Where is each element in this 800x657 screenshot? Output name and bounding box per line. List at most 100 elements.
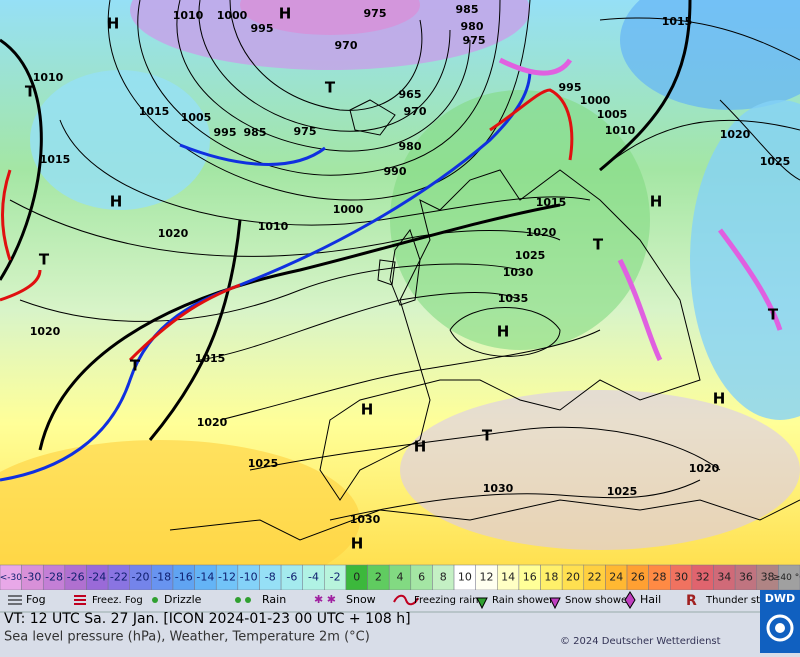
scale-label: 12 [479, 571, 493, 584]
scale-label: 24 [609, 571, 623, 584]
pressure-system: T [768, 306, 779, 324]
isobar-label: 980 [461, 20, 484, 33]
isobar-label: 975 [463, 34, 486, 47]
hail-icon [624, 591, 636, 609]
warm-front [489, 88, 574, 161]
isobar-label: 1015 [536, 196, 567, 209]
scale-label: -12 [218, 571, 236, 584]
cool-area [30, 70, 210, 210]
map: 1010 1000 975 98598097510159959709659701000… [0, 0, 800, 565]
legend-label: Fog [26, 593, 46, 606]
scale-label: 8 [440, 571, 447, 584]
isobar-label: 965 [399, 88, 422, 101]
coastline [377, 228, 421, 306]
isobar-label: 1015 [662, 15, 693, 28]
pressure-system: H [497, 323, 510, 341]
weather-legend: Fog Freez. Fog Drizzle Rain ✱ ✱ Snow Fre… [0, 590, 800, 653]
snow-shower-icon [549, 597, 561, 610]
scale-label: 10 [458, 571, 472, 584]
isobar-label: 1010 [33, 71, 64, 84]
mild-area [390, 90, 650, 350]
isobar-label: 1020 [689, 462, 720, 475]
cold-front [239, 69, 532, 287]
scale-label: 18 [544, 571, 558, 584]
pressure-system: H [713, 390, 726, 408]
isobar-label: 1010 [258, 220, 289, 233]
cold-area [690, 100, 800, 420]
logo-swirl [766, 614, 794, 642]
isobar-label: 970 [404, 105, 427, 118]
valid-time: VT: 12 UTC Sa. 27 Jan. [ICON 2024-01-23 … [4, 611, 411, 627]
legend-label: Snow shower [565, 595, 632, 606]
legend-background [0, 590, 800, 653]
pressure-system: T [482, 427, 493, 445]
ridge-line [148, 219, 242, 441]
coastline [169, 499, 800, 541]
warm-area [0, 440, 360, 565]
legend-label: Hail [640, 593, 661, 606]
isobars [9, 0, 800, 521]
scale-label: 30 [674, 571, 688, 584]
isobar-label: 990 [384, 165, 407, 178]
isobar-label: 975 [294, 125, 317, 138]
freezing-fog-icon [74, 595, 86, 605]
legend-label: Rain shower [492, 595, 554, 606]
scale-label: -4 [308, 571, 319, 584]
isobar-label: 975 [364, 7, 387, 20]
pressure-system: T [593, 236, 604, 254]
scale-label: -26 [67, 571, 85, 584]
isobar-label: 970 [335, 39, 358, 52]
temperature-scale: <-30 -30 -28 -26 -24 -22 -20 -18 -16 -14 -12 -10 -8-… [0, 564, 800, 591]
ridge-line [38, 203, 561, 451]
rain-icon [245, 597, 251, 603]
scale-label: 6 [418, 571, 425, 584]
isobar-label: 1020 [30, 325, 61, 338]
isobar-label: 1020 [720, 128, 751, 141]
scale-label: -24 [88, 571, 106, 584]
isobar-label: 1005 [181, 111, 212, 124]
scale-label: -6 [286, 571, 297, 584]
fog-icon [8, 595, 22, 605]
logo-text: DWD [765, 592, 795, 605]
pressure-system: T [39, 251, 50, 269]
isobar-label: 1020 [158, 227, 189, 240]
scale-label: 26 [631, 571, 645, 584]
isobar-label: 1015 [139, 105, 170, 118]
pressure-system: H [414, 438, 427, 456]
isobar-label: 1000 [217, 9, 248, 22]
isobar-label: 1005 [597, 108, 628, 121]
isobar-label: 995 [251, 22, 274, 35]
legend-label: Freez. Fog [92, 595, 143, 606]
isobar-label: 1010 [173, 9, 204, 22]
rain-shower-icon [476, 597, 488, 610]
legend-label: Snow [346, 593, 376, 606]
scale-label: 20 [566, 571, 580, 584]
isobar-label: 1030 [350, 513, 381, 526]
pressure-system: T [25, 83, 36, 101]
isobar-label: 1030 [503, 266, 534, 279]
scale-label: 14 [501, 571, 515, 584]
scale-label: 16 [523, 571, 537, 584]
scale-label: 0 [353, 571, 360, 584]
drizzle-icon [152, 597, 158, 603]
isobar-label: 1030 [483, 482, 514, 495]
coastline [319, 169, 701, 501]
isobar-label: 1000 [333, 203, 364, 216]
legend-label: Freezing rain [414, 595, 478, 606]
scale-label: <-30 [0, 573, 22, 583]
copyright: © 2024 Deutscher Wetterdienst [560, 636, 721, 647]
logo-swirl [775, 623, 785, 633]
isobar-label: 1015 [195, 352, 226, 365]
scale-label: 34 [717, 571, 731, 584]
scale-label: 4 [397, 571, 404, 584]
scale-label: -18 [153, 571, 171, 584]
isobar-label: 1010 [605, 124, 636, 137]
warm-front [0, 169, 42, 302]
trough-line [0, 38, 43, 281]
scale-label: -2 [330, 571, 341, 584]
cold-front [179, 143, 326, 166]
pressure-system: H [279, 5, 292, 23]
cold-area [620, 0, 800, 110]
